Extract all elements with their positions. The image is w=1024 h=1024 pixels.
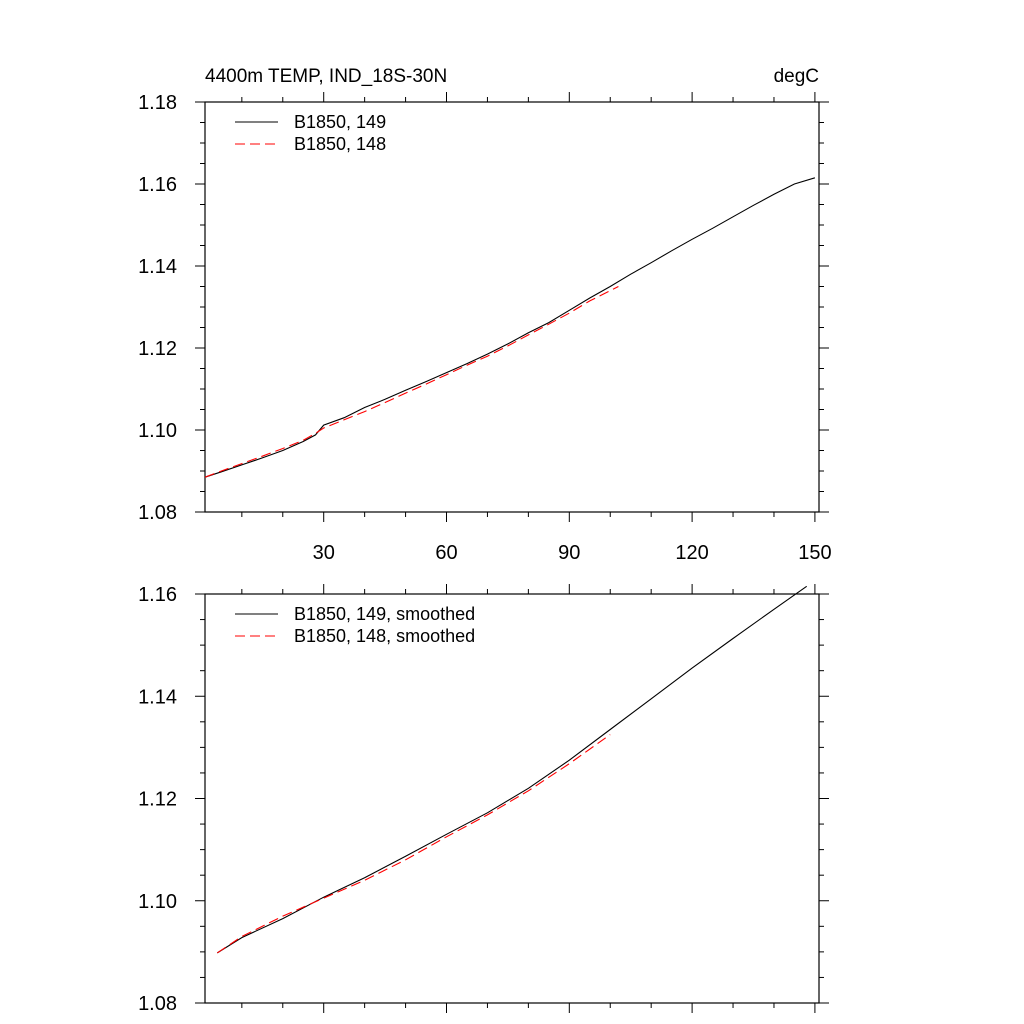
y-tick-label: 1.14 (138, 686, 177, 708)
y-tick-label: 1.16 (138, 584, 177, 606)
units-label: degC (774, 66, 819, 87)
top-panel: 1.08 1.10 1.12 1.14 1.16 1.18 30 60 90 120 150 4400… (138, 66, 832, 564)
x-tick-label: 150 (798, 542, 831, 564)
x-tick-label: 120 (675, 542, 708, 564)
y-tick-label: 1.10 (138, 891, 177, 913)
x-tick-label: 90 (558, 542, 580, 564)
series-line-2 (204, 286, 619, 478)
y-tick-label: 1.12 (138, 338, 177, 360)
x-tick-label: 30 (313, 542, 335, 564)
y-tick-label: 1.18 (138, 92, 177, 114)
y-tick-label: 1.08 (138, 502, 177, 524)
series-line-1 (217, 585, 808, 954)
chart-title: 4400m TEMP, IND_18S-30N (205, 66, 447, 87)
x-tick-label: 60 (435, 542, 457, 564)
y-tick-label: 1.16 (138, 174, 177, 196)
legend-label: B1850, 148, smoothed (294, 626, 475, 646)
legend-label: B1850, 148 (294, 134, 386, 154)
y-tick-label: 1.08 (138, 993, 177, 1015)
y-tick-label: 1.12 (138, 789, 177, 811)
plot-frame (204, 101, 820, 513)
legend-label: B1850, 149 (294, 112, 386, 132)
series-line-2 (216, 734, 611, 954)
legend-label: B1850, 149, smoothed (294, 604, 475, 624)
series-line-1 (204, 177, 816, 478)
y-tick-label: 1.14 (138, 256, 177, 278)
bottom-panel: 1.08 1.10 1.12 1.14 1.16 B1850, 149, smoothed… (138, 584, 829, 1015)
y-tick-label: 1.10 (138, 420, 177, 442)
